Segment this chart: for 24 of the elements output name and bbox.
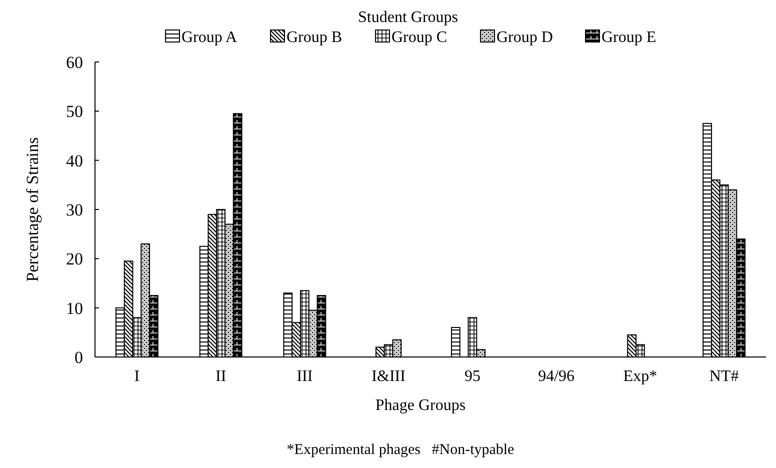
legend-label: Group C <box>392 29 448 46</box>
legend-label: Group B <box>286 29 342 46</box>
x-tick-label: I&III <box>372 368 406 385</box>
x-tick-label: Exp* <box>623 368 658 385</box>
y-tick-label: 40 <box>66 151 83 170</box>
legend-label: Group D <box>496 29 553 46</box>
x-tick-label: I <box>134 368 140 385</box>
y-tick-label: 20 <box>66 250 83 269</box>
y-tick-label: 0 <box>74 348 83 367</box>
y-tick-label: 10 <box>66 298 83 318</box>
x-tick-label: NT# <box>709 368 739 385</box>
y-axis-title: Percentage of Strains <box>23 137 42 282</box>
x-tick-label: 94/96 <box>538 368 575 385</box>
x-tick-label: III <box>296 368 313 385</box>
y-tick-label: 30 <box>66 200 83 220</box>
text: *Experimental phages #Non-typable <box>286 442 515 458</box>
legend-label: Group A <box>182 29 238 46</box>
x-tick-label: II <box>215 368 226 385</box>
x-axis-title: Phage Groups <box>375 397 466 414</box>
legend-label: Group E <box>602 29 656 46</box>
y-tick-label: 60 <box>66 52 83 72</box>
x-tick-label: 95 <box>464 368 480 385</box>
y-tick-label: 50 <box>66 102 83 122</box>
legend-title: Student Groups <box>358 9 458 26</box>
